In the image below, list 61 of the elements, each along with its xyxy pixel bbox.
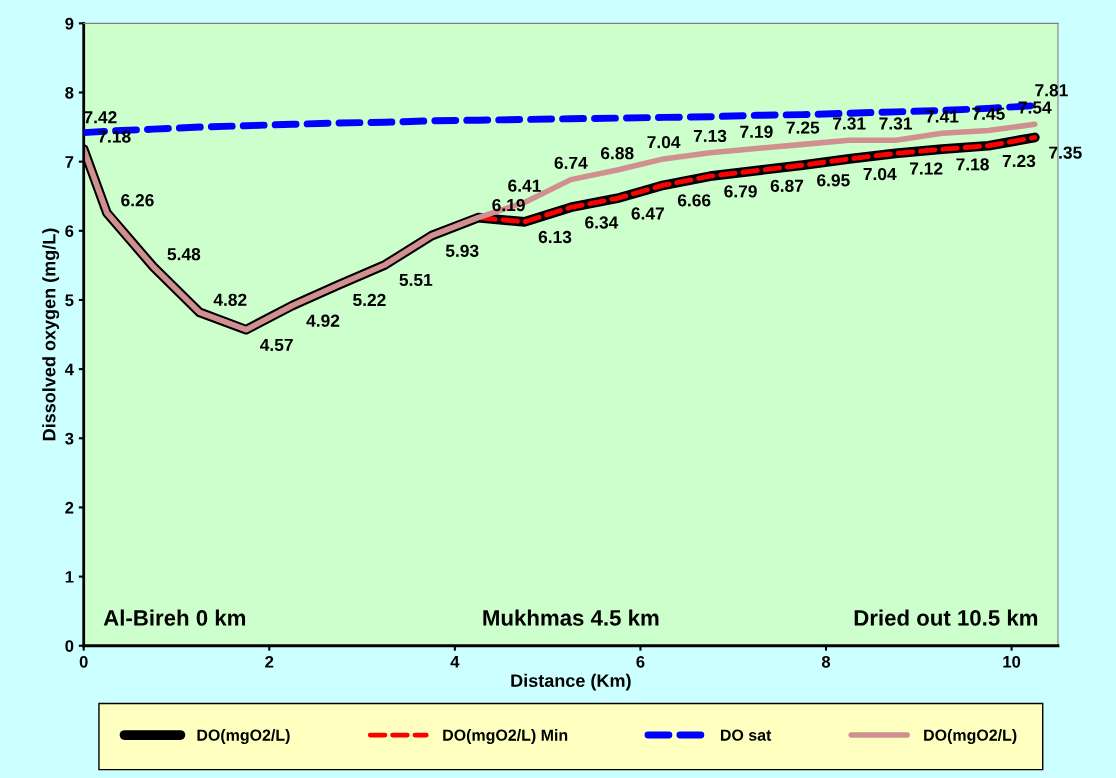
legend-label: DO(mgO2/L) [924,729,1017,745]
legend-label: DO(mgO2/L) Min [443,729,568,745]
data-label: 4.57 [260,338,293,352]
data-label: 5.22 [353,293,386,307]
data-label: 7.42 [84,111,117,124]
x-tick-label: 6 [636,655,645,668]
data-label: 7.18 [956,158,989,171]
data-label: 6.34 [585,216,619,229]
data-label: 6.47 [631,207,664,220]
data-label: 7.12 [910,162,943,175]
data-label: 6.66 [677,194,711,207]
y-tick-label: 8 [65,86,74,99]
y-axis-title: Dissolved oxygen (mg/L) [42,228,60,441]
x-tick-label: 8 [821,655,831,668]
data-label: 5.93 [445,244,479,257]
x-axis-title: Distance (Km) [511,673,631,691]
data-label: 7.04 [863,167,897,181]
legend-label: DO sat [720,729,772,741]
data-label: 7.81 [1035,84,1068,97]
data-label: 4.82 [213,293,247,306]
data-label: 7.45 [972,107,1005,120]
y-tick-label: 4 [64,363,74,376]
data-label: 6.13 [538,230,572,244]
data-label: 4.92 [306,314,340,327]
data-label: 6.19 [492,198,525,212]
y-tick-label: 5 [65,294,74,307]
x-tick-label: 2 [265,655,274,668]
y-tick-label: 3 [65,432,74,445]
data-label: 6.87 [770,179,804,192]
data-label: 7.25 [786,121,820,134]
data-label: 6.95 [817,174,850,187]
data-label: 7.18 [98,130,131,143]
data-label: 7.31 [879,117,912,130]
data-label: 6.41 [508,179,541,192]
x-tick-label: 0 [79,655,88,668]
data-label: 7.04 [647,135,681,149]
x-tick-label: 4 [450,656,460,668]
data-label: 7.23 [1002,154,1036,168]
y-tick-label: 6 [65,225,74,238]
x-tick-label: 10 [1003,655,1021,668]
data-label: 7.41 [925,110,959,123]
annotation: Al-Bireh 0 km [103,609,246,626]
data-label: 7.19 [740,125,773,138]
data-label: 5.48 [167,248,201,261]
y-tick-label: 7 [65,156,74,168]
y-tick-label: 9 [65,17,74,30]
annotation: Mukhmas 4.5 km [483,609,659,626]
legend-label: DO(mgO2/L) [197,729,290,745]
data-label: 7.13 [693,129,727,143]
data-label: 6.26 [121,194,154,207]
data-label: 7.35 [1049,146,1082,159]
y-tick-label: 0 [65,640,74,652]
data-label: 5.51 [399,273,433,287]
annotation: Dried out 10.5 km [854,609,1038,626]
data-label: 6.88 [600,147,634,160]
data-label: 7.31 [833,117,866,130]
y-tick-label: 2 [65,501,74,514]
data-label: 6.74 [554,156,588,170]
data-label: 7.54 [1018,101,1052,114]
y-tick-label: 1 [65,571,74,583]
data-label: 6.79 [724,185,757,198]
